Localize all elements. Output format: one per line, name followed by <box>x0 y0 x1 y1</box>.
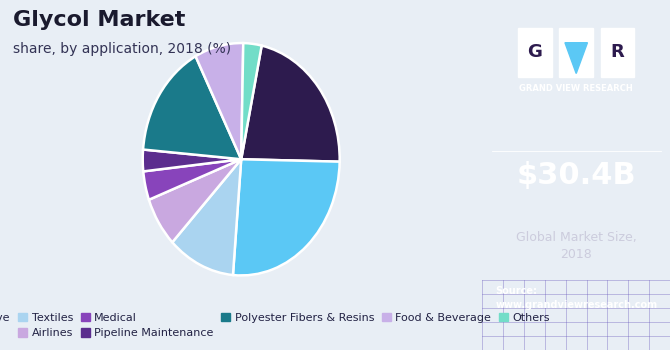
Text: Glycol Market: Glycol Market <box>13 10 186 30</box>
FancyBboxPatch shape <box>559 28 593 77</box>
Wedge shape <box>196 43 243 159</box>
Wedge shape <box>143 159 241 200</box>
Wedge shape <box>143 149 241 172</box>
Text: G: G <box>527 43 543 62</box>
Text: $30.4B: $30.4B <box>517 161 636 190</box>
Text: R: R <box>610 43 624 62</box>
FancyBboxPatch shape <box>518 28 552 77</box>
Wedge shape <box>149 159 241 242</box>
Text: GRAND VIEW RESEARCH: GRAND VIEW RESEARCH <box>519 84 633 93</box>
Wedge shape <box>241 43 262 159</box>
FancyBboxPatch shape <box>600 28 634 77</box>
Wedge shape <box>233 159 340 275</box>
Legend: Automotive, HVAC, Textiles, Airlines, Medical, Pipeline Maintenance, Polyester F: Automotive, HVAC, Textiles, Airlines, Me… <box>0 308 554 343</box>
Text: V: V <box>570 43 583 62</box>
Text: Global Market Size,
2018: Global Market Size, 2018 <box>516 231 636 261</box>
Polygon shape <box>565 43 588 74</box>
Wedge shape <box>172 159 241 275</box>
Text: Source:
www.grandviewresearch.com: Source: www.grandviewresearch.com <box>496 286 658 310</box>
Wedge shape <box>241 46 340 162</box>
Text: share, by application, 2018 (%): share, by application, 2018 (%) <box>13 42 232 56</box>
Wedge shape <box>143 56 241 159</box>
